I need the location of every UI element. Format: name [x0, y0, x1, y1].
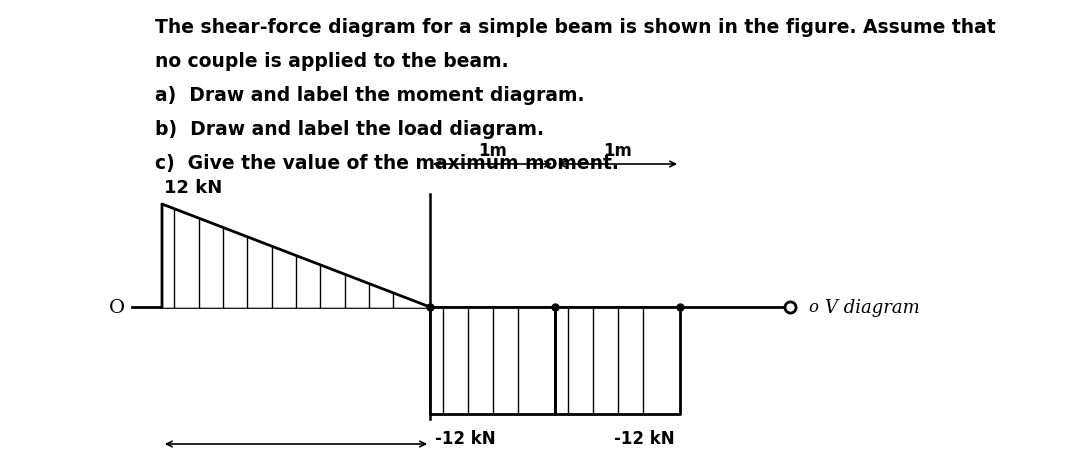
- Text: -12 kN: -12 kN: [615, 429, 675, 447]
- Text: V diagram: V diagram: [825, 298, 920, 316]
- Polygon shape: [430, 307, 555, 414]
- Text: 12 kN: 12 kN: [164, 179, 222, 197]
- Polygon shape: [555, 307, 680, 414]
- Text: The shear-force diagram for a simple beam is shown in the figure. Assume that: The shear-force diagram for a simple bea…: [156, 18, 996, 37]
- Text: 1m: 1m: [603, 142, 632, 160]
- Text: b)  Draw and label the load diagram.: b) Draw and label the load diagram.: [156, 120, 544, 139]
- Text: -12 kN: -12 kN: [435, 429, 496, 447]
- Text: o: o: [808, 299, 818, 316]
- Text: no couple is applied to the beam.: no couple is applied to the beam.: [156, 52, 509, 71]
- Text: 2 m: 2 m: [278, 462, 314, 463]
- Text: 1m: 1m: [478, 142, 507, 160]
- Text: O: O: [109, 298, 125, 316]
- Polygon shape: [162, 205, 430, 307]
- Text: a)  Draw and label the moment diagram.: a) Draw and label the moment diagram.: [156, 86, 584, 105]
- Text: c)  Give the value of the maximum moment.: c) Give the value of the maximum moment.: [156, 154, 619, 173]
